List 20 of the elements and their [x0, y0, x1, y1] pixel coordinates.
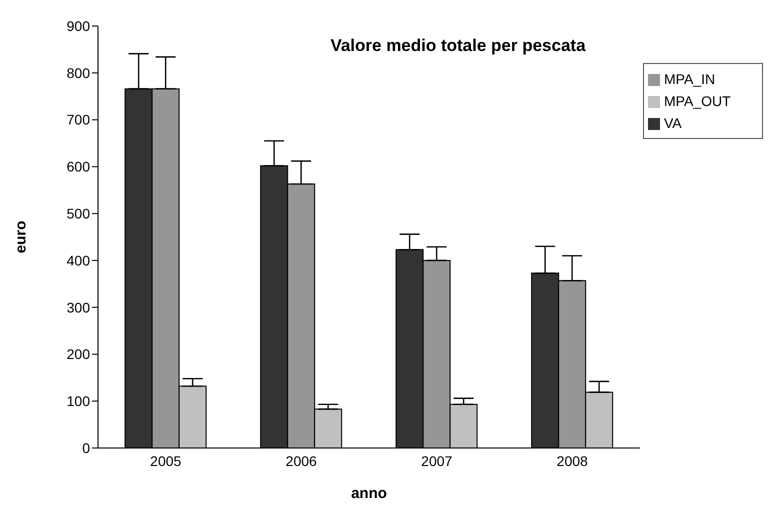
- y-tick-label: 0: [82, 440, 90, 456]
- y-tick-label: 300: [66, 299, 90, 316]
- legend-label: VA: [664, 115, 682, 131]
- legend-label: MPA_OUT: [664, 93, 731, 109]
- y-tick-label: 500: [66, 206, 90, 222]
- y-tick-label: 800: [66, 64, 90, 81]
- text: Valore medio totale per pescata: [329, 36, 587, 56]
- y-tick-label: 400: [66, 252, 90, 268]
- y-tick-label: 200: [66, 346, 90, 362]
- x-axis-title: anno: [351, 485, 387, 502]
- x-tick-label: 2005: [150, 452, 182, 469]
- y-tick-label: 700: [66, 112, 90, 128]
- y-tick-label: 600: [66, 158, 90, 175]
- legend-label: MPA_IN: [664, 71, 716, 87]
- y-axis-title: euro: [12, 220, 30, 254]
- x-tick-label: 2006: [286, 452, 318, 469]
- y-tick-label: 100: [66, 393, 90, 410]
- y-tick-label: 900: [66, 18, 90, 34]
- x-tick-label: 2007: [421, 452, 453, 469]
- x-tick-label: 2008: [556, 452, 588, 469]
